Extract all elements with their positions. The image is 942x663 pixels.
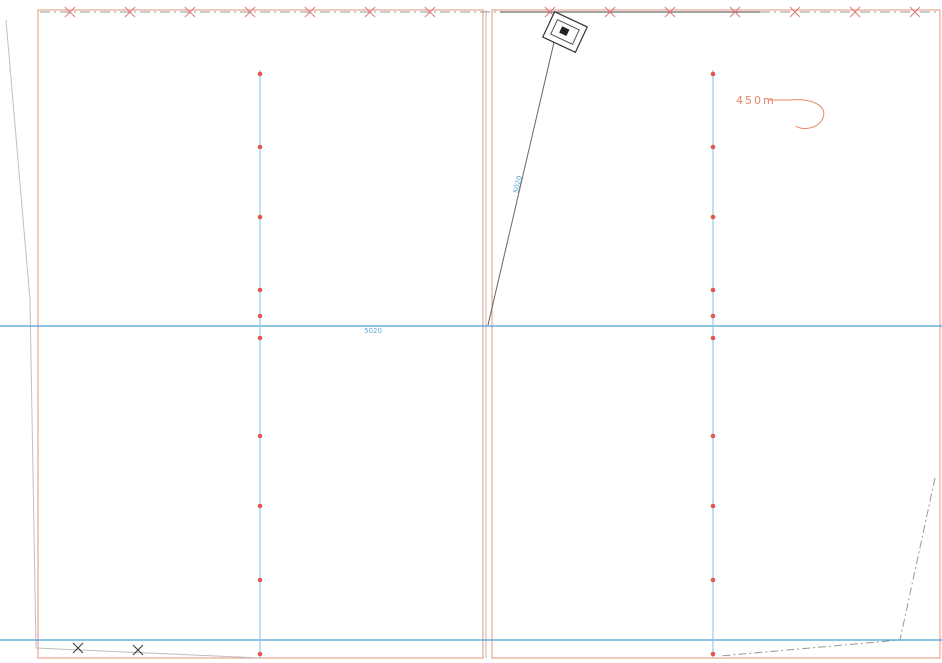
pile-dot <box>257 651 263 657</box>
pile-dot <box>710 651 716 657</box>
pile-dot <box>710 503 716 509</box>
x-mark <box>424 6 436 18</box>
x-mark <box>184 6 196 18</box>
x-mark <box>304 6 316 18</box>
x-mark <box>364 6 376 18</box>
pile-dot <box>257 71 263 77</box>
boundary-right <box>719 477 936 657</box>
fence-marks <box>64 6 921 656</box>
x-mark <box>132 644 144 656</box>
main-line-label: 5020 <box>364 327 382 335</box>
diagonal-cable <box>487 37 556 326</box>
pile-dot <box>257 503 263 509</box>
pile-dot <box>710 71 716 77</box>
pile-dot <box>710 313 716 319</box>
boundary-left <box>5 19 261 659</box>
pile-dot <box>257 577 263 583</box>
plot-frame-right <box>491 9 941 659</box>
x-mark <box>604 6 616 18</box>
pile-markers <box>257 71 716 657</box>
pile-dot <box>710 214 716 220</box>
pile-dot <box>710 433 716 439</box>
pile-dot <box>257 313 263 319</box>
distance-label: 450m <box>736 94 776 107</box>
pile-dot <box>710 577 716 583</box>
x-mark <box>664 6 676 18</box>
x-mark <box>124 6 136 18</box>
x-mark <box>64 6 76 18</box>
pile-dot <box>710 335 716 341</box>
x-mark <box>544 6 556 18</box>
pile-dot <box>710 144 716 150</box>
x-mark <box>909 6 921 18</box>
x-mark <box>849 6 861 18</box>
pile-dot <box>710 287 716 293</box>
x-mark <box>72 642 84 654</box>
pile-dot <box>257 287 263 293</box>
substation <box>541 10 589 54</box>
pile-dot <box>257 335 263 341</box>
x-mark <box>244 6 256 18</box>
x-mark <box>789 6 801 18</box>
distance-squiggle <box>789 99 825 129</box>
diagonal-label: 5020 <box>512 175 524 194</box>
pile-dot <box>257 433 263 439</box>
x-mark <box>729 6 741 18</box>
pile-dot <box>257 214 263 220</box>
pile-dot <box>257 144 263 150</box>
